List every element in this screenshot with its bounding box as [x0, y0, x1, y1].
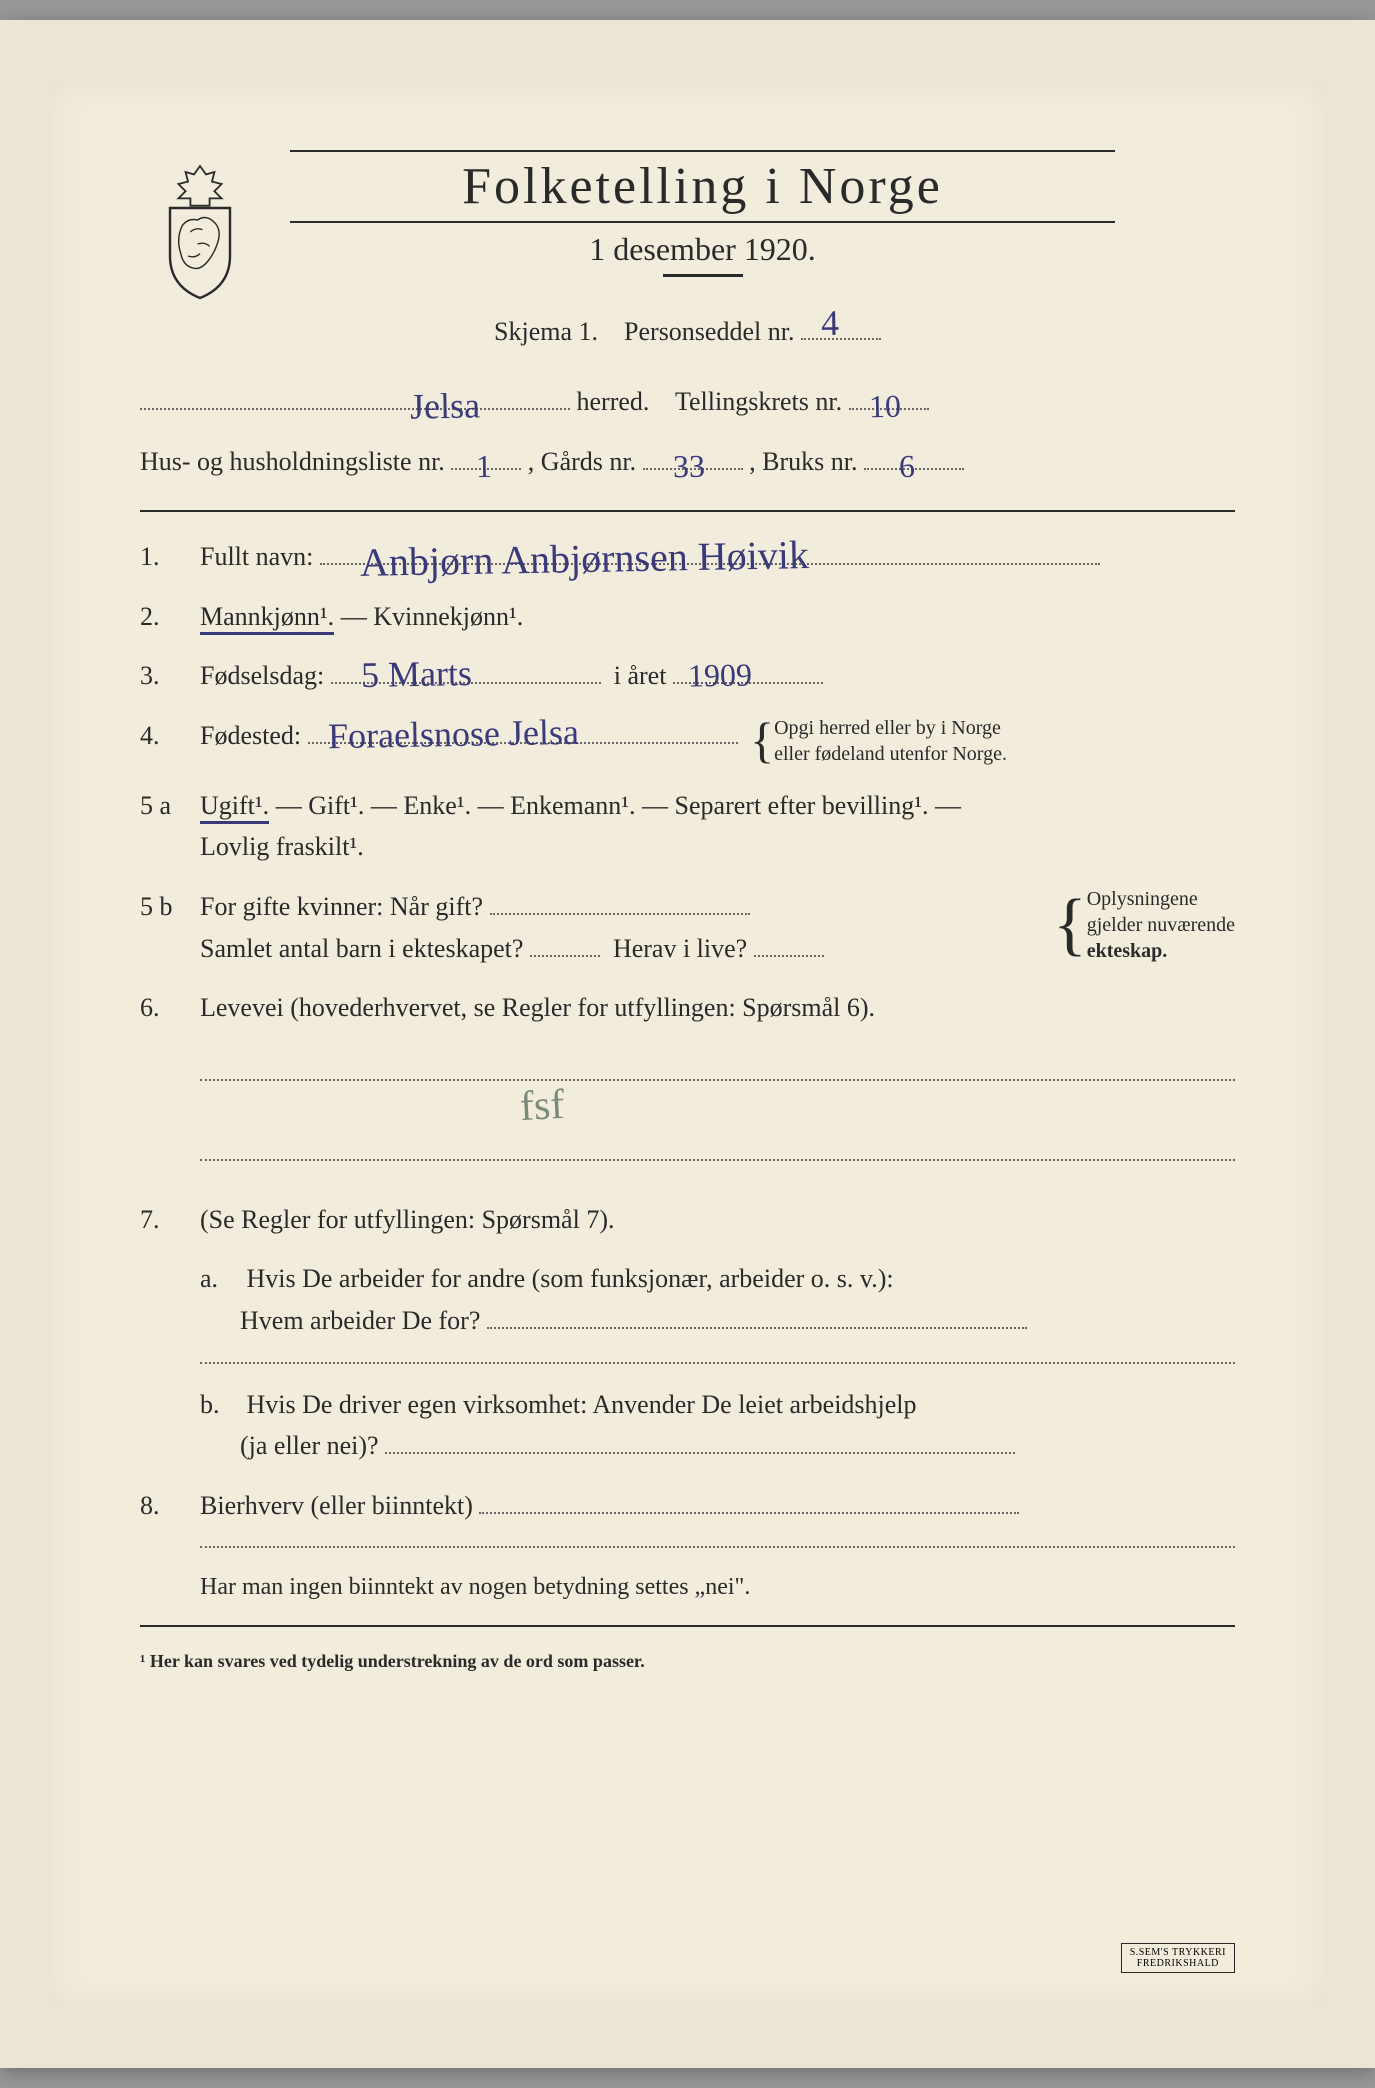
item-8: 8. Bierhverv (eller biinntekt) Har man i…: [140, 1485, 1235, 1607]
note-5b-2: gjelder nuværende: [1087, 914, 1235, 936]
item-number: 1.: [140, 536, 200, 578]
fodested-label: Fødested:: [200, 721, 301, 750]
item-number: 8.: [140, 1485, 200, 1607]
item-number: 5 b: [140, 886, 200, 969]
item-7a-line1: Hvis De arbeider for andre (som funksjon…: [247, 1264, 894, 1293]
numbered-list: 1. Fullt navn: Anbjørn Anbjørnsen Høivik…: [140, 536, 1235, 1607]
item-5b: 5 b For gifte kvinner: Når gift? Samlet …: [140, 886, 1235, 969]
item-5b-line1: For gifte kvinner: Når gift?: [200, 892, 483, 921]
fodselsdag-day: 5 Marts: [360, 645, 472, 705]
item-6: 6. Levevei (hovederhvervet, se Regler fo…: [140, 987, 1235, 1181]
bruks-label: , Bruks nr.: [749, 447, 857, 476]
item-number: 4.: [140, 715, 200, 767]
item-5b-line2b: Herav i live?: [613, 934, 747, 963]
item-7a-line2: Hvem arbeider De for?: [200, 1306, 480, 1335]
title-block: Folketelling i Norge 1 desember 1920.: [290, 150, 1235, 307]
skjema-line: Skjema 1. Personseddel nr. 4: [140, 317, 1235, 347]
sub-b: b.: [200, 1384, 240, 1426]
item-4: 4. Fødested: Foraelsnose Jelsa { Opgi he…: [140, 715, 1235, 767]
note-5b-1: Oplysningene: [1087, 888, 1198, 910]
item-2: 2. Mannkjønn¹. — Kvinnekjønn¹.: [140, 596, 1235, 638]
fullt-navn-value: Anbjørn Anbjørnsen Høivik: [359, 523, 809, 595]
item-number: 2.: [140, 596, 200, 638]
item-number: 5 a: [140, 785, 200, 868]
printer-line2: FREDRIKSHALD: [1137, 1958, 1219, 1969]
item-7b-line1: Hvis De driver egen virksomhet: Anvender…: [247, 1390, 917, 1419]
document-page: Folketelling i Norge 1 desember 1920. Sk…: [50, 80, 1325, 2008]
note-5b-3: ekteskap.: [1087, 940, 1168, 962]
item-number: 7.: [140, 1199, 200, 1467]
item-3: 3. Fødselsdag: 5 Marts i året 1909: [140, 655, 1235, 697]
personseddel-value: 4: [821, 302, 840, 344]
item-8-note: Har man ingen biinntekt av nogen betydni…: [200, 1568, 1235, 1606]
footnote: ¹ Her kan svares ved tydelig understrekn…: [140, 1651, 1235, 1672]
husliste-label: Hus- og husholdningsliste nr.: [140, 447, 445, 476]
husliste-line: Hus- og husholdningsliste nr. 1 , Gårds …: [140, 437, 1235, 486]
separator-rule: [140, 510, 1235, 512]
brace-icon: {: [750, 723, 774, 758]
subtitle: 1 desember 1920.: [290, 231, 1115, 268]
husliste-value: 1: [476, 435, 493, 496]
i-aret-label: i året: [614, 661, 667, 690]
fodested-note-a: Opgi herred eller by i Norge: [774, 717, 1001, 739]
document-outer: Folketelling i Norge 1 desember 1920. Sk…: [0, 20, 1375, 2068]
gender-sep: —: [341, 602, 374, 631]
gards-value: 33: [672, 435, 705, 496]
fodselsdag-label: Fødselsdag:: [200, 661, 324, 690]
brace-icon: {: [1053, 900, 1087, 949]
title-underline: [663, 274, 743, 277]
herred-line: Jelsa herred. Tellingskrets nr. 10: [140, 377, 1235, 426]
item-5a-line2: Lovlig fraskilt¹.: [200, 832, 364, 861]
header-row: Folketelling i Norge 1 desember 1920.: [140, 150, 1235, 307]
personseddel-label: Personseddel nr.: [624, 317, 794, 346]
gards-label: , Gårds nr.: [528, 447, 636, 476]
tellingskrets-label: Tellingskrets nr.: [675, 387, 842, 416]
main-title: Folketelling i Norge: [290, 150, 1115, 223]
levevei-pencil: fsf: [518, 1072, 566, 1141]
fodested-note-b: eller fødeland utenfor Norge.: [774, 743, 1007, 765]
tellingskrets-value: 10: [868, 376, 901, 437]
item-7b-line2: (ja eller nei)?: [200, 1431, 379, 1460]
printer-mark: S.SEM'S TRYKKERI FREDRIKSHALD: [1121, 1943, 1235, 1973]
bierhverv-label: Bierhverv (eller biinntekt): [200, 1491, 473, 1520]
coat-of-arms-icon: [140, 160, 260, 300]
mannkjonn-label: Mannkjønn¹.: [200, 602, 334, 635]
bruks-value: 6: [898, 435, 915, 496]
skjema-label: Skjema 1.: [494, 317, 598, 346]
levevei-label: Levevei (hovederhvervet, se Regler for u…: [200, 993, 875, 1022]
item-1: 1. Fullt navn: Anbjørn Anbjørnsen Høivik: [140, 536, 1235, 578]
item-number: 6.: [140, 987, 200, 1181]
item-7-label: (Se Regler for utfyllingen: Spørsmål 7).: [200, 1205, 614, 1234]
fodselsdag-year: 1909: [687, 650, 752, 702]
separator-rule: [140, 1625, 1235, 1627]
fullt-navn-label: Fullt navn:: [200, 542, 313, 571]
item-5a: 5 a Ugift¹. — Gift¹. — Enke¹. — Enkemann…: [140, 785, 1235, 868]
fodested-value: Foraelsnose Jelsa: [327, 704, 579, 766]
herred-label: herred.: [577, 387, 650, 416]
item-5b-line2a: Samlet antal barn i ekteskapet?: [200, 934, 523, 963]
herred-value: Jelsa: [409, 372, 480, 442]
item-7: 7. (Se Regler for utfyllingen: Spørsmål …: [140, 1199, 1235, 1467]
item-number: 3.: [140, 655, 200, 697]
printer-line1: S.SEM'S TRYKKERI: [1130, 1947, 1226, 1958]
kvinnekjonn-label: Kvinnekjønn¹.: [373, 602, 523, 631]
sub-a: a.: [200, 1258, 240, 1300]
